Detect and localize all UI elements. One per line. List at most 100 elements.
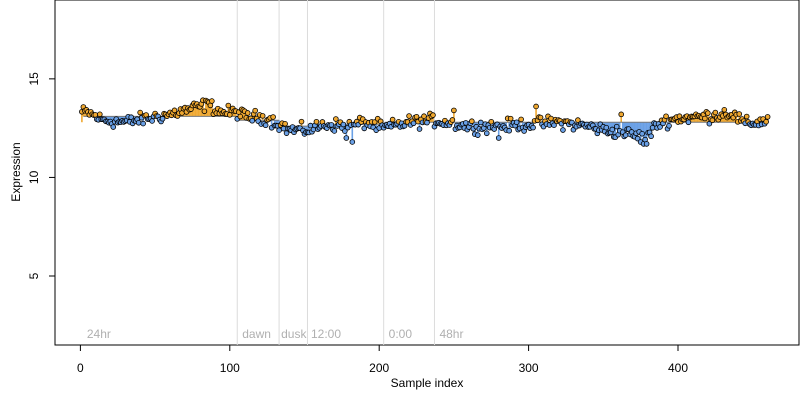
y-tick-label: 5	[27, 272, 41, 279]
annotation-label: 12:00	[311, 327, 341, 341]
data-point	[488, 118, 495, 125]
data-point	[135, 119, 142, 126]
data-point	[282, 121, 288, 127]
data-point	[280, 125, 287, 132]
data-point	[705, 110, 711, 116]
data-point	[270, 114, 276, 120]
data-point	[149, 118, 155, 124]
data-point	[209, 98, 215, 104]
data-point	[343, 135, 350, 141]
y-tick-label: 10	[27, 170, 41, 184]
data-point	[721, 107, 728, 113]
y-axis-title: Expression	[9, 142, 23, 201]
data-point	[262, 122, 269, 129]
data-point	[477, 119, 484, 126]
data-point	[416, 126, 423, 132]
data-point	[249, 117, 256, 124]
data-point	[421, 113, 427, 119]
data-points	[79, 97, 771, 147]
data-point	[603, 124, 610, 131]
data-point	[276, 127, 282, 133]
data-point	[560, 127, 566, 133]
x-tick-label: 0	[77, 361, 84, 375]
x-tick-label: 100	[220, 361, 240, 375]
annotations: 24hr dawn dusk 12:00 0:00 48hr	[87, 327, 464, 341]
data-point	[97, 111, 103, 118]
annotation-label: 24hr	[87, 327, 111, 341]
data-point	[548, 115, 554, 122]
data-point	[507, 115, 514, 122]
data-point	[430, 112, 436, 118]
data-point	[618, 111, 625, 118]
data-point	[764, 114, 771, 120]
data-point	[513, 119, 520, 126]
data-point	[702, 115, 708, 122]
x-tick-label: 400	[668, 361, 688, 375]
data-point	[537, 114, 544, 121]
data-point	[530, 124, 536, 131]
x-tick-label: 300	[519, 361, 539, 375]
data-point	[331, 128, 338, 134]
data-point	[474, 132, 481, 138]
data-point	[342, 128, 348, 134]
data-point	[495, 135, 502, 141]
data-point	[410, 120, 417, 127]
data-point	[340, 121, 347, 128]
data-point	[313, 118, 320, 125]
x-axis-title: Sample index	[391, 376, 464, 390]
x-axis: 0 100 200 300 400	[77, 345, 688, 375]
data-point	[225, 102, 232, 109]
data-point	[469, 118, 475, 125]
data-point	[709, 117, 716, 124]
data-point	[252, 107, 258, 114]
data-point	[736, 111, 743, 117]
separator-lines	[236, 0, 435, 345]
data-point	[663, 113, 669, 120]
data-point	[622, 132, 629, 138]
data-point	[609, 126, 616, 133]
data-point	[259, 113, 266, 119]
data-point	[712, 109, 719, 116]
data-point	[483, 130, 490, 137]
data-point	[406, 113, 412, 119]
data-point	[685, 119, 692, 126]
data-point	[413, 113, 420, 120]
data-point	[743, 113, 750, 120]
data-point	[137, 109, 143, 116]
data-point	[140, 120, 146, 127]
data-point	[575, 117, 581, 123]
data-point	[657, 124, 663, 130]
data-point	[613, 123, 620, 130]
data-point	[349, 139, 356, 145]
data-point	[361, 125, 368, 132]
annotation-label: dawn	[242, 327, 271, 341]
data-point	[449, 117, 456, 123]
annotation-label: 48hr	[439, 327, 463, 341]
data-point	[451, 107, 457, 114]
data-point	[237, 113, 244, 120]
annotation-label: 0:00	[389, 327, 413, 341]
data-point	[518, 116, 524, 123]
data-point	[201, 108, 208, 115]
plot-frame	[54, 0, 800, 346]
data-point	[244, 110, 251, 116]
data-point	[424, 119, 430, 126]
data-point	[159, 115, 166, 122]
y-tick-label: 15	[27, 72, 41, 86]
data-point	[298, 118, 305, 125]
data-point	[634, 135, 641, 142]
annotation-label: dusk	[281, 327, 307, 341]
data-point	[648, 133, 654, 140]
data-point	[643, 141, 650, 147]
data-point	[128, 114, 134, 121]
x-tick-label: 200	[369, 361, 389, 375]
data-point	[639, 130, 645, 137]
data-point	[666, 122, 672, 129]
data-point	[551, 122, 557, 128]
data-point	[333, 116, 339, 122]
data-point	[389, 116, 396, 123]
data-point	[763, 118, 769, 125]
data-point	[171, 107, 178, 114]
